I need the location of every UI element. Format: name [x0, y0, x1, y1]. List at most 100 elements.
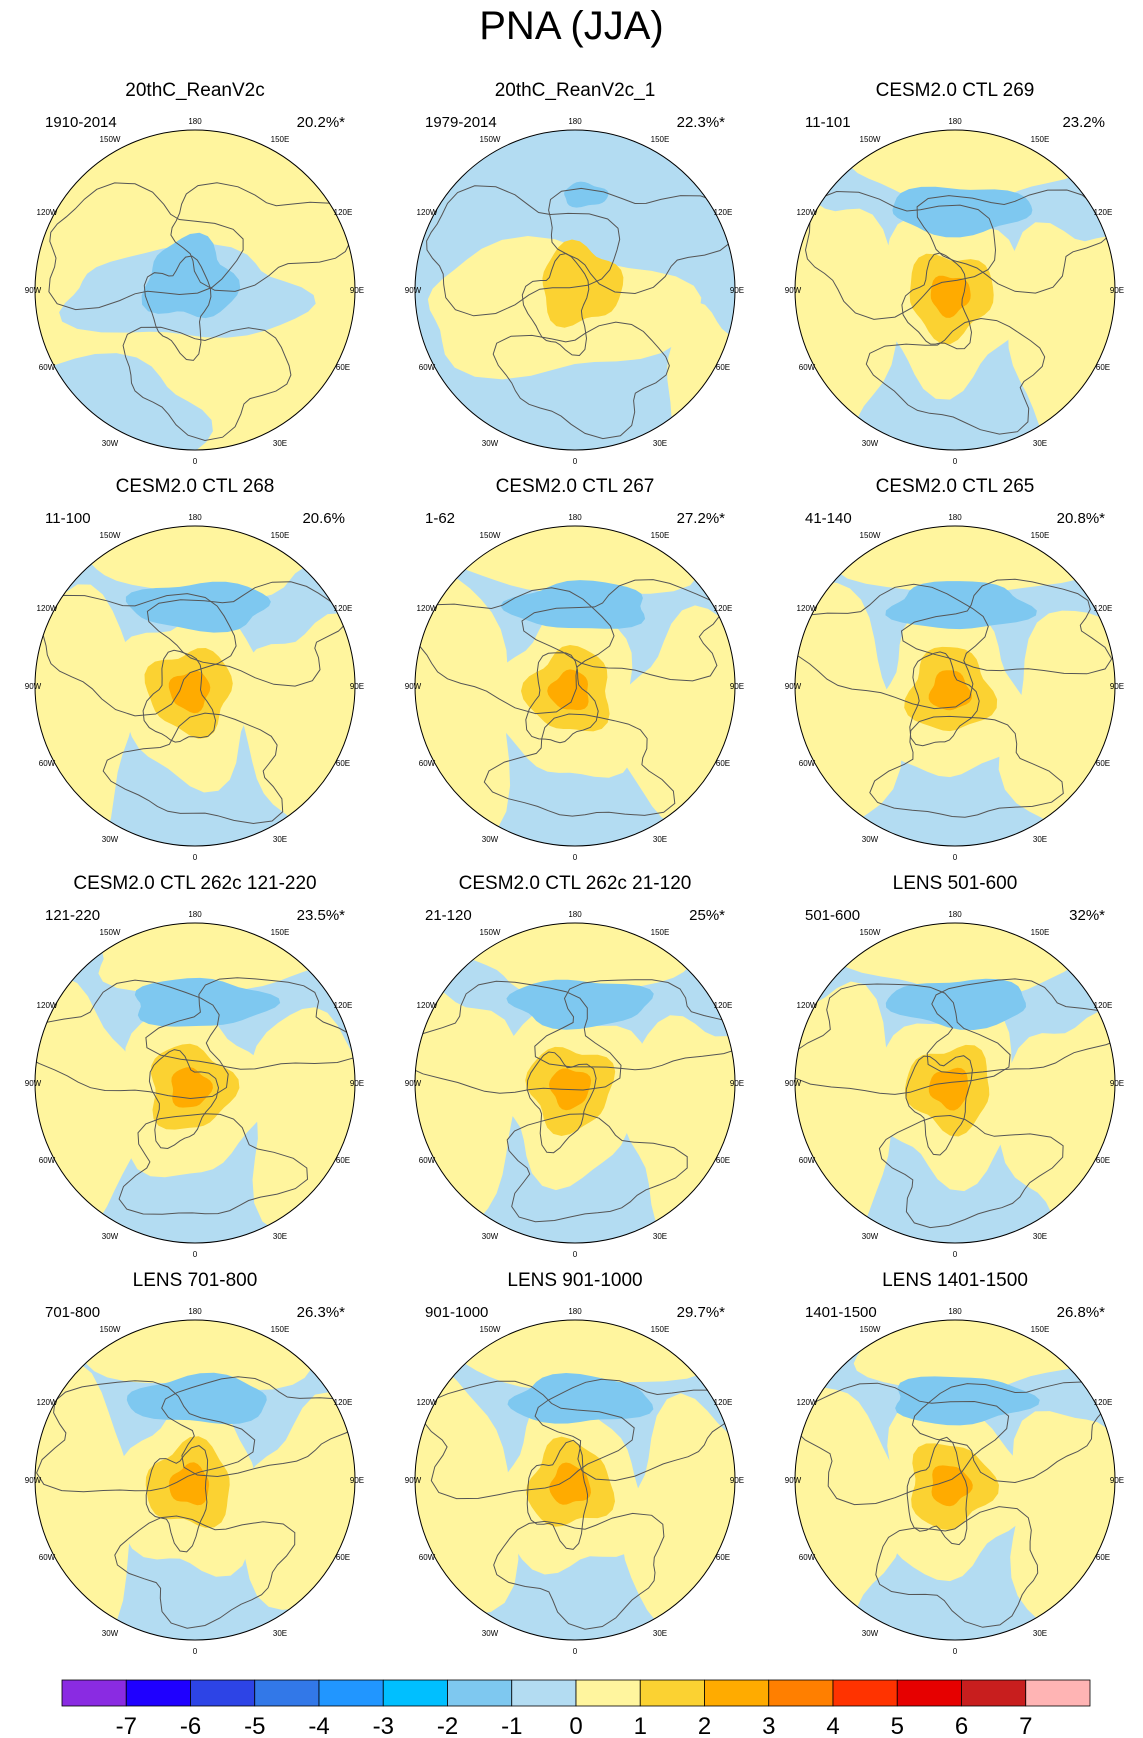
- longitude-label: 60E: [716, 1553, 730, 1562]
- longitude-label: 150W: [100, 135, 121, 144]
- longitude-label: 180: [568, 117, 582, 126]
- longitude-label: 0: [573, 853, 578, 862]
- polar-map: 180 150W 150E 120W 120E 90W 90E 60W 60E 30W 30E 0: [25, 117, 364, 466]
- longitude-label: 30W: [482, 1629, 499, 1638]
- longitude-label: 150E: [271, 135, 290, 144]
- colorbar-swatch: [61, 1679, 127, 1707]
- polar-map: 180 150W 150E 120W 120E 90W 90E 60W 60E 30W 30E 0: [25, 1307, 364, 1656]
- longitude-label: 180: [188, 117, 202, 126]
- longitude-label: 60E: [1096, 363, 1110, 372]
- colorbar-swatch: [704, 1679, 770, 1707]
- panel-period: 901-1000: [425, 1304, 489, 1321]
- longitude-label: 60E: [716, 759, 730, 768]
- longitude-label: 120E: [714, 1398, 733, 1407]
- longitude-label: 90W: [405, 682, 422, 691]
- map-panel: 180 150W 150E 120W 120E 90W 90E 60W 60E 30W 30E 0 CE…: [785, 476, 1125, 876]
- longitude-label: 120E: [334, 208, 353, 217]
- colorbar-label: -7: [116, 1713, 137, 1738]
- longitude-label: 150W: [480, 928, 501, 937]
- longitude-label: 30E: [1033, 439, 1047, 448]
- colorbar-swatch: [639, 1679, 705, 1707]
- longitude-label: 120W: [797, 1398, 818, 1407]
- longitude-label: 180: [948, 513, 962, 522]
- longitude-label: 150W: [860, 928, 881, 937]
- longitude-label: 180: [568, 1307, 582, 1316]
- variance-explained: 22.3%*: [676, 114, 725, 131]
- variance-explained: 25%*: [689, 907, 725, 924]
- longitude-label: 120W: [797, 604, 818, 613]
- longitude-label: 150E: [651, 135, 670, 144]
- longitude-label: 0: [953, 1250, 958, 1259]
- longitude-label: 90E: [350, 286, 364, 295]
- colorbar-label: 7: [1019, 1713, 1032, 1738]
- longitude-label: 30W: [482, 1232, 499, 1241]
- polar-map: 180 150W 150E 120W 120E 90W 90E 60W 60E 30W 30E 0: [785, 117, 1124, 466]
- longitude-label: 120E: [1094, 604, 1113, 613]
- longitude-label: 60E: [1096, 759, 1110, 768]
- variance-explained: 32%*: [1069, 907, 1105, 924]
- longitude-label: 60W: [799, 1553, 816, 1562]
- colorbar-label: 3: [762, 1713, 775, 1738]
- longitude-label: 0: [953, 457, 958, 466]
- colorbar-label: -1: [501, 1713, 522, 1738]
- colorbar-label: -6: [180, 1713, 201, 1738]
- longitude-label: 0: [953, 853, 958, 862]
- longitude-label: 150W: [100, 531, 121, 540]
- colorbar-swatch: [447, 1679, 513, 1707]
- longitude-label: 150E: [1031, 135, 1050, 144]
- longitude-label: 150W: [860, 1325, 881, 1334]
- map-panel: 180 150W 150E 120W 120E 90W 90E 60W 60E 30W 30E 0 CE…: [405, 873, 745, 1273]
- longitude-label: 180: [948, 910, 962, 919]
- longitude-label: 120E: [1094, 1398, 1113, 1407]
- longitude-label: 90E: [730, 1079, 744, 1088]
- colorbar-swatch: [190, 1679, 256, 1707]
- variance-explained: 23.2%: [1062, 114, 1105, 131]
- longitude-label: 90W: [785, 1476, 802, 1485]
- map-panel: 180 150W 150E 120W 120E 90W 90E 60W 60E 30W 30E 0 20…: [405, 80, 745, 480]
- polar-map: 180 150W 150E 120W 120E 90W 90E 60W 60E 30W 30E 0: [405, 117, 744, 466]
- longitude-label: 150E: [651, 1325, 670, 1334]
- longitude-label: 120W: [417, 208, 438, 217]
- longitude-label: 0: [193, 1250, 198, 1259]
- panel-period: 21-120: [425, 907, 472, 924]
- longitude-label: 90W: [785, 286, 802, 295]
- longitude-label: 90E: [350, 1079, 364, 1088]
- panel-title: LENS 901-1000: [507, 1270, 643, 1291]
- longitude-label: 30E: [653, 835, 667, 844]
- panel-period: 11-101: [805, 114, 851, 131]
- longitude-label: 90E: [730, 1476, 744, 1485]
- panel-period: 11-100: [45, 510, 91, 527]
- longitude-label: 90E: [1110, 1476, 1124, 1485]
- longitude-label: 60E: [336, 1553, 350, 1562]
- panel-title: CESM2.0 CTL 262c 121-220: [73, 873, 317, 894]
- longitude-label: 120E: [714, 1001, 733, 1010]
- longitude-label: 120W: [37, 1398, 58, 1407]
- longitude-label: 120W: [797, 1001, 818, 1010]
- longitude-label: 90W: [785, 1079, 802, 1088]
- colorbar-label: 0: [569, 1713, 582, 1738]
- longitude-label: 0: [193, 853, 198, 862]
- longitude-label: 30E: [653, 1629, 667, 1638]
- longitude-label: 60W: [419, 1553, 436, 1562]
- variance-explained: 26.3%*: [296, 1304, 345, 1321]
- longitude-label: 180: [568, 513, 582, 522]
- longitude-label: 150W: [480, 135, 501, 144]
- longitude-label: 90W: [25, 682, 42, 691]
- longitude-label: 30E: [273, 439, 287, 448]
- longitude-label: 150E: [1031, 1325, 1050, 1334]
- longitude-label: 60W: [799, 363, 816, 372]
- longitude-label: 60W: [39, 759, 56, 768]
- longitude-label: 120W: [37, 604, 58, 613]
- longitude-label: 0: [193, 1647, 198, 1656]
- longitude-label: 60W: [799, 1156, 816, 1165]
- longitude-label: 30E: [273, 1629, 287, 1638]
- longitude-label: 30W: [102, 1629, 119, 1638]
- colorbar-label: -2: [437, 1713, 458, 1738]
- panel-title: LENS 501-600: [892, 873, 1018, 894]
- longitude-label: 90E: [730, 286, 744, 295]
- panel-title: LENS 701-800: [132, 1270, 258, 1291]
- colorbar-swatch: [575, 1679, 641, 1707]
- longitude-label: 30W: [102, 835, 119, 844]
- panel-title: LENS 1401-1500: [882, 1270, 1028, 1291]
